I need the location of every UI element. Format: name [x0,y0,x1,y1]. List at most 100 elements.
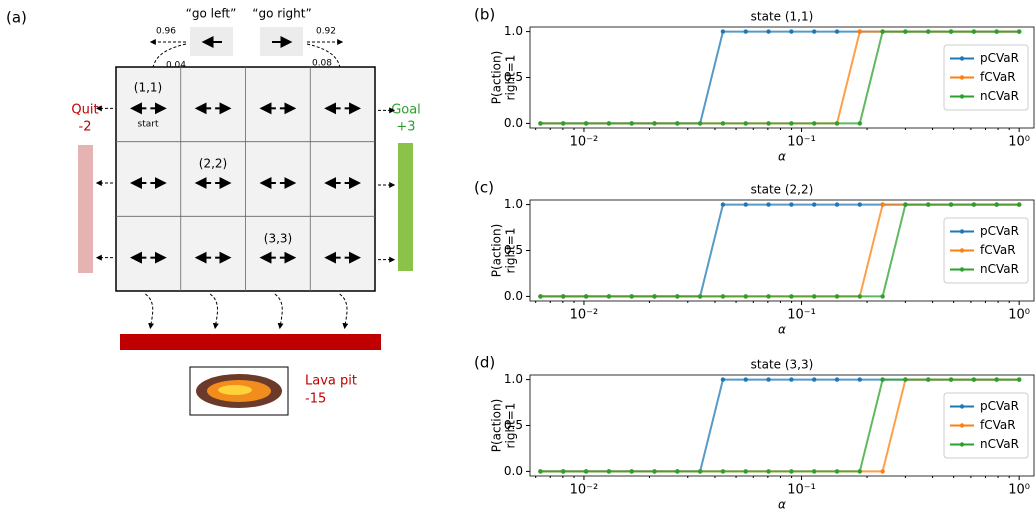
panel-label: (c) [474,179,494,197]
data-point [606,294,612,299]
series-line [540,203,1020,298]
quit-label: Quit [71,103,98,118]
data-point [743,294,748,299]
data-point [766,469,771,474]
data-point [720,29,726,34]
legend-label: fCVaR [980,418,1016,432]
data-point [834,202,840,207]
data-point [561,469,566,474]
data-point [583,121,589,126]
data-point [857,121,862,126]
data-point [697,469,703,474]
data-point [789,29,794,34]
x-tick-label: 10⁰ [1008,483,1030,498]
legend-label: pCVaR [980,51,1019,65]
lava-reward: -15 [305,392,326,407]
y-tick-label: 1.0 [504,24,523,38]
data-point [538,469,543,474]
data-point [629,294,634,299]
data-point [789,469,794,474]
data-point [811,121,817,126]
data-point [789,202,794,207]
y-tick-label: 1.0 [504,197,523,211]
data-point [926,202,931,207]
data-point [994,29,999,34]
data-point [606,121,612,126]
x-tick-label: 10⁻² [570,135,599,150]
data-point [583,294,589,299]
legend-label: nCVaR [980,262,1019,276]
y-axis-label: P(action) [490,224,504,278]
data-point [561,121,566,126]
data-point [720,121,726,126]
data-point [629,121,634,126]
data-point [720,469,726,474]
data-point [880,202,885,207]
y-axis-label: right=1 [504,403,518,449]
prob-label: 0.04 [166,61,186,71]
goal-label: Goal [391,103,421,118]
data-point [743,469,748,474]
data-point [971,202,977,207]
data-point [811,469,817,474]
data-point [834,29,840,34]
data-point [675,121,680,126]
legend-label: fCVaR [980,70,1016,84]
data-point [675,294,680,299]
legend-label: pCVaR [980,224,1019,238]
x-tick-label: 10⁻¹ [787,483,816,498]
data-point [652,294,657,299]
data-point [652,469,657,474]
data-point [743,377,748,382]
data-point [857,469,862,474]
cell-note: start [138,120,159,130]
lava-bar [120,334,381,350]
data-point [903,29,908,34]
data-point [994,202,999,207]
legend-label: pCVaR [980,399,1019,413]
data-point [971,377,977,382]
lava-label: Lava pit [305,374,357,389]
legend-swatch [959,423,965,428]
cell-label: (2,2) [199,157,227,171]
legend-swatch [959,56,965,61]
x-axis-label: α [778,498,786,512]
data-point [697,294,703,299]
data-point [948,202,954,207]
data-point [834,469,840,474]
data-point [561,294,566,299]
y-axis-label: P(action) [490,399,504,453]
action-label: “go right” [252,7,311,21]
x-tick-label: 10⁰ [1008,308,1030,323]
plot-frame [529,199,1035,302]
action-label: “go left” [186,7,237,21]
data-point [834,294,840,299]
data-point [720,202,726,207]
data-point [697,121,703,126]
cell-label: (3,3) [264,232,292,246]
y-tick-label: 0.0 [504,116,523,130]
x-axis-label: α [778,150,786,164]
y-tick-label: 0.5 [504,418,523,432]
y-axis-label: P(action) [490,51,504,105]
data-point [789,294,794,299]
legend-label: nCVaR [980,437,1019,451]
goal-reward: +3 [396,120,415,135]
data-point [1016,202,1022,207]
data-point [766,121,771,126]
x-tick-label: 10⁻¹ [787,308,816,323]
y-axis-label: right=1 [504,228,518,274]
data-point [629,469,634,474]
legend-label: nCVaR [980,89,1019,103]
panel-label: (b) [474,6,495,24]
legend-swatch [959,229,965,234]
data-point [789,377,794,382]
data-point [857,29,862,34]
data-point [948,377,954,382]
data-point [652,121,657,126]
legend-box [943,44,1029,111]
data-point [811,29,817,34]
data-point [743,202,748,207]
x-tick-label: 10⁰ [1008,135,1030,150]
